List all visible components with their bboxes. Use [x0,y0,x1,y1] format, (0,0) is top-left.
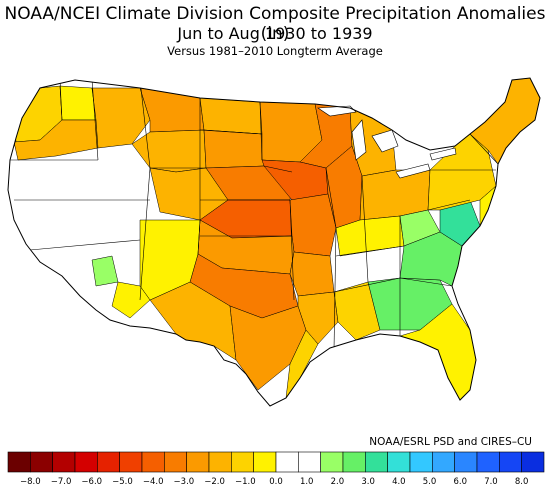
legend-swatch [387,451,411,473]
legend-swatch [97,451,120,473]
great-lakes [317,105,457,179]
legend-swatch [253,451,277,473]
legend-tick-label: 2.0 [331,477,345,487]
legend-swatch [476,451,500,473]
legend-swatch [208,451,232,473]
legend-tick-label: 1.0 [300,477,314,487]
legend-tick-label: −8.0 [20,477,41,487]
legend-swatch [432,451,455,473]
legend-swatch [231,451,254,473]
legend-swatch [298,451,321,473]
legend-tick-label: −1.0 [235,477,256,487]
division-nd [199,97,263,135]
legend-tick-label: 7.0 [484,477,498,487]
legend-tick-label: −2.0 [204,477,225,487]
legend-swatches [7,451,545,473]
legend-swatch [164,451,187,473]
division-sd [203,129,265,169]
legend-tick-label: −4.0 [143,477,164,487]
map-title: NOAA/NCEI Climate Division Composite Pre… [4,4,546,44]
legend-swatch [30,451,53,473]
legend-swatch [342,451,366,473]
legend-swatch [186,451,210,473]
legend-tick-label: −6.0 [81,477,102,487]
legend-swatch [141,451,165,473]
legend-swatch [7,451,31,473]
division-ar [289,251,335,297]
legend-swatch [454,451,478,473]
state-borders [10,79,499,351]
legend-swatch [365,451,388,473]
legend-swatch [119,451,143,473]
us-climate-division-map [7,77,541,407]
legend-ticks: −8.0 −7.0 −6.0 −5.0 −4.0 −3.0 −2.0 −1.0 0.0 1.0 2.… [20,477,528,487]
credit-label: NOAA/ESRL PSD and CIRES–CU [369,436,532,448]
legend-swatch [409,451,433,473]
division-mo [289,193,337,257]
legend-tick-label: −7.0 [51,477,72,487]
division-ms-al [333,281,381,341]
legend-swatch [52,451,76,473]
legend-swatch [521,451,545,473]
map-subtitle-baseline: Versus 1981–2010 Longterm Average [167,44,383,58]
legend-tick-label: 6.0 [453,477,467,487]
legend-swatch [275,451,299,473]
map-subtitle: Jun to Aug 1930 to 1939 [177,24,373,43]
legend-tick-label: 8.0 [515,477,529,487]
legend-tick-label: 5.0 [423,477,437,487]
legend-tick-label: 3.0 [361,477,375,487]
legend-tick-label: 0.0 [269,477,283,487]
legend-tick-label: −3.0 [174,477,195,487]
legend-swatch [499,451,522,473]
color-legend: −8.0 −7.0 −6.0 −5.0 −4.0 −3.0 −2.0 −1.0 0.0 1.0 2.… [7,451,545,487]
legend-tick-label: 4.0 [392,477,406,487]
division-tx-coast [285,329,319,399]
legend-swatch [74,451,98,473]
legend-swatch [320,451,344,473]
legend-tick-label: −5.0 [112,477,133,487]
division-wa-east [59,85,97,121]
